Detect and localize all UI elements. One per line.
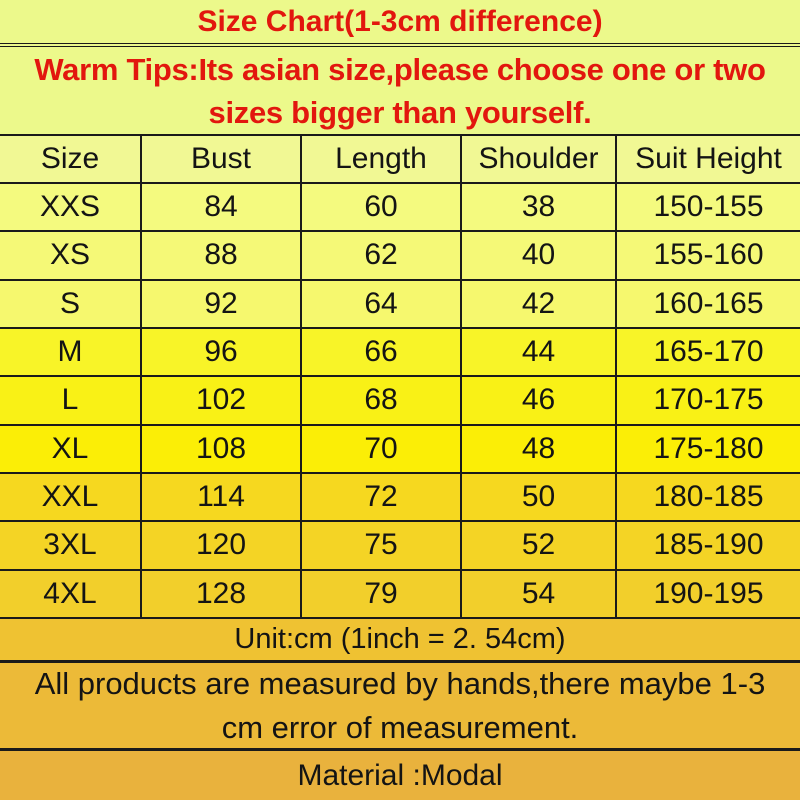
table-cell: 170-175 (653, 383, 764, 417)
table-row: M 96 66 44 165-170 (0, 328, 800, 378)
table-cell: 160-165 (653, 286, 764, 320)
table-cell: 108 (142, 425, 302, 472)
column-header-size: Size (0, 136, 142, 182)
table-cell: 3XL (0, 522, 142, 569)
table-cell: 190-195 (653, 576, 764, 610)
table-cell: 68 (302, 377, 462, 424)
table-cell: XL (0, 425, 142, 472)
table-cell: M (0, 328, 142, 376)
table-cell: 52 (462, 522, 617, 569)
table-cell: S (0, 280, 142, 327)
table-cell: XXS (0, 184, 142, 231)
material-note: Material :Modal (0, 751, 800, 800)
table-cell: 50 (462, 473, 617, 521)
table-cell: 180-185 (653, 480, 764, 514)
table-cell: 114 (142, 473, 302, 521)
table-cell: 150-155 (653, 190, 764, 224)
table-cell: 38 (462, 184, 617, 231)
table-cell: 64 (302, 280, 462, 327)
table-cell: 46 (462, 377, 617, 424)
table-cell: 60 (302, 184, 462, 231)
table-cell: 175-180 (653, 431, 764, 465)
column-header-suit-height: Suit Height (635, 142, 782, 175)
table-cell: 88 (142, 232, 302, 279)
table-cell: 4XL (0, 570, 142, 617)
page-title: Size Chart(1-3cm difference) (0, 0, 800, 47)
column-header-length: Length (302, 136, 462, 182)
table-cell: 44 (462, 328, 617, 376)
table-cell: L (0, 377, 142, 424)
table-row: 3XL 120 75 52 185-190 (0, 522, 800, 571)
table-cell: 62 (302, 232, 462, 279)
table-cell: 72 (302, 473, 462, 521)
table-cell: 48 (462, 425, 617, 472)
table-row: XXL 114 72 50 180-185 (0, 473, 800, 523)
table-cell: 54 (462, 570, 617, 617)
table-cell: 120 (142, 522, 302, 569)
table-cell: 128 (142, 570, 302, 617)
table-cell: 84 (142, 184, 302, 231)
table-cell: 165-170 (653, 335, 764, 369)
unit-note: Unit:cm (1inch = 2. 54cm) (0, 619, 800, 663)
table-cell: 42 (462, 280, 617, 327)
table-row: L 102 68 46 170-175 (0, 377, 800, 426)
table-row: S 92 64 42 160-165 (0, 280, 800, 329)
table-cell: XXL (0, 473, 142, 521)
table-row: XXS 84 60 38 150-155 (0, 184, 800, 233)
table-cell: 40 (462, 232, 617, 279)
table-cell: 66 (302, 328, 462, 376)
table-cell: 102 (142, 377, 302, 424)
table-cell: 70 (302, 425, 462, 472)
column-header-bust: Bust (142, 136, 302, 182)
table-body: XXS 84 60 38 150-155 XS 88 62 40 155-160 S 92 64 42 16… (0, 184, 800, 619)
column-header-shoulder: Shoulder (462, 136, 617, 182)
table-cell: 92 (142, 280, 302, 327)
table-cell: 185-190 (653, 528, 764, 562)
warm-tips-note: Warm Tips:Its asian size,please choose o… (0, 47, 800, 136)
table-cell: 155-160 (653, 238, 764, 272)
table-cell: 79 (302, 570, 462, 617)
table-cell: XS (0, 232, 142, 279)
table-row: 4XL 128 79 54 190-195 (0, 570, 800, 619)
table-cell: 96 (142, 328, 302, 376)
table-row: XL 108 70 48 175-180 (0, 425, 800, 474)
measurement-note: All products are measured by hands,there… (0, 663, 800, 751)
table-header-row: Size Bust Length Shoulder Suit Height (0, 136, 800, 184)
table-row: XS 88 62 40 155-160 (0, 232, 800, 281)
table-cell: 75 (302, 522, 462, 569)
